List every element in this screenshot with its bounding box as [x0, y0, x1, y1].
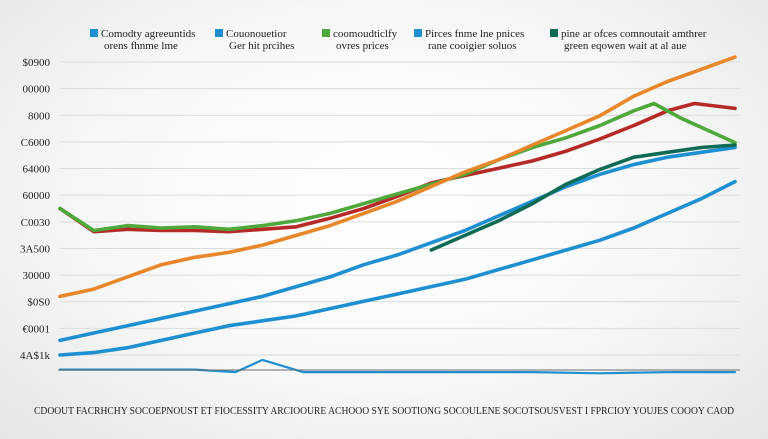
legend-swatch [90, 29, 98, 37]
series-line [58, 101, 737, 234]
series-line [58, 55, 737, 299]
legend-swatch [550, 29, 558, 37]
y-tick-label: $0900 [23, 57, 51, 69]
y-tick-label: 3A500 [20, 243, 50, 255]
y-tick-label: 00000 [23, 84, 51, 96]
legend-title: Pirces fnme lne pnices [425, 28, 524, 40]
series-line [429, 143, 737, 252]
legend-title: pine ar ofces comnoutait amthrer [561, 28, 707, 40]
legend-title: coomoudticlfy [333, 28, 398, 40]
series-lines [58, 55, 737, 375]
legend-title: Comodty agreeuntids [101, 28, 195, 40]
y-tick-label: C6000 [21, 137, 51, 149]
y-tick-label: 64000 [23, 164, 51, 176]
y-tick-label: C0030 [21, 217, 51, 229]
legend-subtitle: green eqowen wait at al aue [564, 40, 687, 52]
legend-swatch [215, 29, 223, 37]
y-tick-label: 4A$1k [20, 350, 50, 362]
series-line [58, 101, 737, 233]
series-line [58, 179, 737, 357]
y-tick-label: 30000 [23, 270, 51, 282]
series-line [58, 145, 737, 343]
legend-subtitle: rane cooigier soluos [428, 40, 517, 52]
y-axis: $0900 00000 8000 C6000 64000 60000 C0030 3A500 3… [20, 57, 50, 362]
y-tick-label: 8000 [28, 110, 51, 122]
chart-grid [60, 61, 740, 356]
legend-title: Couonouetior [226, 28, 287, 40]
series-line [58, 358, 737, 375]
y-tick-label: $0S0 [27, 297, 50, 309]
legend-swatch [414, 29, 422, 37]
legend-swatch [322, 29, 330, 37]
y-tick-label: €0001 [23, 323, 51, 335]
legend-subtitle: orens fhnme lme [104, 40, 178, 52]
y-tick-label: 60000 [23, 190, 51, 202]
x-axis-label: CDOOUT FACRHCHY SOCOEPNOUST ET FIOCESSIT… [34, 406, 734, 417]
legend-subtitle: Ger hit prcihes [229, 40, 294, 52]
legend-subtitle: ovres prices [336, 40, 389, 52]
